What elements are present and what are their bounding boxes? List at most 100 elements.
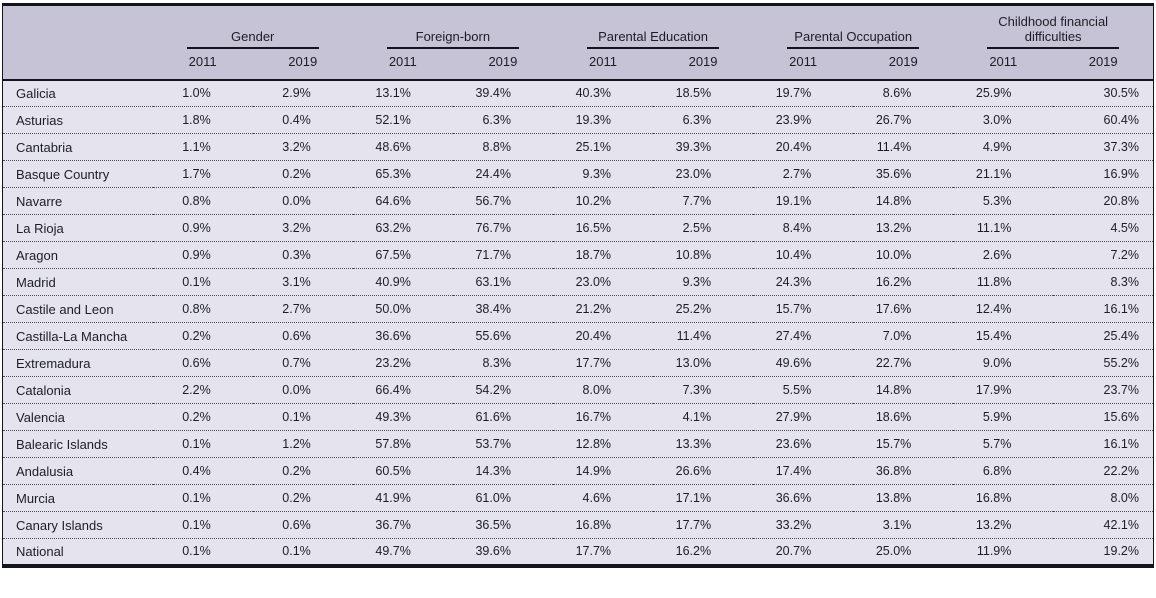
table-row: Cantabria 1.1% 3.2% 48.6% 8.8% 25.1% 39.… <box>2 134 1154 161</box>
value-cell: 21.1% <box>975 167 1012 181</box>
value-cell: 9.3% <box>682 275 712 289</box>
value-cell: 36.6% <box>775 491 812 505</box>
value-cell: 17.9% <box>975 383 1012 397</box>
value-cell: 1.2% <box>282 437 311 451</box>
value-cell: 0.9% <box>182 221 211 235</box>
group-header-childhood-financial-difficulties: Childhood financial difficulties <box>953 5 1153 49</box>
value-cell: 7.3% <box>682 383 712 397</box>
value-cell: 7.7% <box>682 194 712 208</box>
value-cell: 3.1% <box>882 518 912 532</box>
value-cell: 25.4% <box>1103 329 1139 343</box>
value-cell: 60.4% <box>1103 113 1139 127</box>
value-cell: 14.3% <box>475 464 511 478</box>
table-row: Murcia 0.1% 0.2% 41.9% 61.0% 4.6% 17.1% … <box>2 485 1154 512</box>
value-cell: 10.4% <box>775 248 812 262</box>
value-cell: 1.0% <box>182 86 211 101</box>
table-row: Valencia 0.2% 0.1% 49.3% 61.6% 16.7% 4.1… <box>2 404 1154 431</box>
region-cell: Murcia <box>16 490 56 506</box>
value-cell: 14.9% <box>575 464 612 478</box>
value-cell: 33.2% <box>775 518 812 532</box>
value-cell: 5.9% <box>982 410 1012 424</box>
value-cell: 60.5% <box>375 464 411 478</box>
table-row: National 0.1% 0.1% 49.7% 39.6% 17.7% 16.… <box>3 539 1154 566</box>
table-row: Aragon 0.9% 0.3% 67.5% 71.7% 18.7% 10.8%… <box>2 242 1154 269</box>
value-cell: 2.2% <box>182 383 211 397</box>
value-cell: 8.4% <box>782 221 812 235</box>
value-cell: 0.1% <box>182 518 211 532</box>
value-cell: 35.6% <box>875 167 912 181</box>
value-cell: 36.8% <box>875 464 912 478</box>
table-row: Andalusia 0.4% 0.2% 60.5% 14.3% 14.9% 26… <box>2 458 1154 485</box>
value-cell: 23.7% <box>1103 383 1139 397</box>
year-header: 2011 <box>789 54 818 69</box>
value-cell: 71.7% <box>475 248 511 262</box>
value-cell: 0.9% <box>182 248 211 262</box>
value-cell: 19.3% <box>575 113 612 127</box>
value-cell: 39.3% <box>675 140 712 154</box>
value-cell: 0.1% <box>182 437 211 451</box>
regions-comparison-table: Gender Foreign-born Parental Education P… <box>2 3 1154 568</box>
year-header: 2019 <box>1088 54 1118 69</box>
value-cell: 25.9% <box>975 86 1012 101</box>
value-cell: 42.1% <box>1103 518 1139 532</box>
value-cell: 40.3% <box>575 86 612 101</box>
value-cell: 36.6% <box>375 329 411 343</box>
value-cell: 39.6% <box>475 544 511 559</box>
value-cell: 2.6% <box>982 248 1012 262</box>
value-cell: 9.0% <box>982 356 1012 370</box>
value-cell: 38.4% <box>475 302 511 316</box>
value-cell: 64.6% <box>375 194 411 208</box>
value-cell: 63.1% <box>475 275 511 289</box>
value-cell: 1.8% <box>182 113 211 127</box>
region-cell: Basque Country <box>16 166 110 182</box>
value-cell: 9.3% <box>582 167 612 181</box>
value-cell: 22.2% <box>1103 464 1139 478</box>
region-cell: Galicia <box>16 85 56 101</box>
value-cell: 30.5% <box>1103 86 1139 101</box>
value-cell: 17.4% <box>775 464 812 478</box>
value-cell: 2.9% <box>282 86 311 101</box>
value-cell: 15.4% <box>975 329 1012 343</box>
year-header: 2019 <box>688 54 718 69</box>
region-cell: Navarre <box>16 193 63 209</box>
value-cell: 11.8% <box>976 275 1012 289</box>
value-cell: 10.8% <box>675 248 712 262</box>
value-cell: 23.0% <box>675 167 712 181</box>
value-cell: 13.2% <box>875 221 912 235</box>
value-cell: 4.5% <box>1110 221 1140 235</box>
value-cell: 0.1% <box>282 544 311 559</box>
region-cell: Castile and Leon <box>16 301 114 317</box>
year-header: 2019 <box>488 54 518 69</box>
value-cell: 52.1% <box>375 113 411 127</box>
value-cell: 0.2% <box>282 464 311 478</box>
value-cell: 20.8% <box>1103 194 1139 208</box>
region-cell: Cantabria <box>16 139 73 155</box>
value-cell: 0.2% <box>282 491 311 505</box>
year-header: 2011 <box>388 54 417 69</box>
value-cell: 18.6% <box>875 410 912 424</box>
value-cell: 25.1% <box>575 140 612 154</box>
value-cell: 23.6% <box>775 437 812 451</box>
region-cell: Catalonia <box>16 382 71 398</box>
group-header-foreign-born: Foreign-born <box>353 5 553 49</box>
value-cell: 3.2% <box>282 221 311 235</box>
value-cell: 76.7% <box>475 221 511 235</box>
value-cell: 48.6% <box>375 140 411 154</box>
value-cell: 6.8% <box>982 464 1012 478</box>
value-cell: 17.6% <box>875 302 912 316</box>
table-body: Galicia 1.0% 2.9% 13.1% 39.4% 40.3% 18.5… <box>2 79 1154 566</box>
value-cell: 53.7% <box>475 437 511 451</box>
group-label: Foreign-born <box>415 28 491 44</box>
value-cell: 37.3% <box>1103 140 1139 154</box>
value-cell: 8.6% <box>882 86 912 101</box>
value-cell: 25.2% <box>675 302 712 316</box>
value-cell: 27.4% <box>775 329 812 343</box>
region-cell: Aragon <box>16 247 58 263</box>
value-cell: 20.4% <box>575 329 612 343</box>
table-row: Extremadura 0.6% 0.7% 23.2% 8.3% 17.7% 1… <box>2 350 1154 377</box>
value-cell: 16.1% <box>1103 302 1139 316</box>
value-cell: 61.0% <box>475 491 511 505</box>
value-cell: 40.9% <box>375 275 411 289</box>
value-cell: 41.9% <box>375 491 411 505</box>
